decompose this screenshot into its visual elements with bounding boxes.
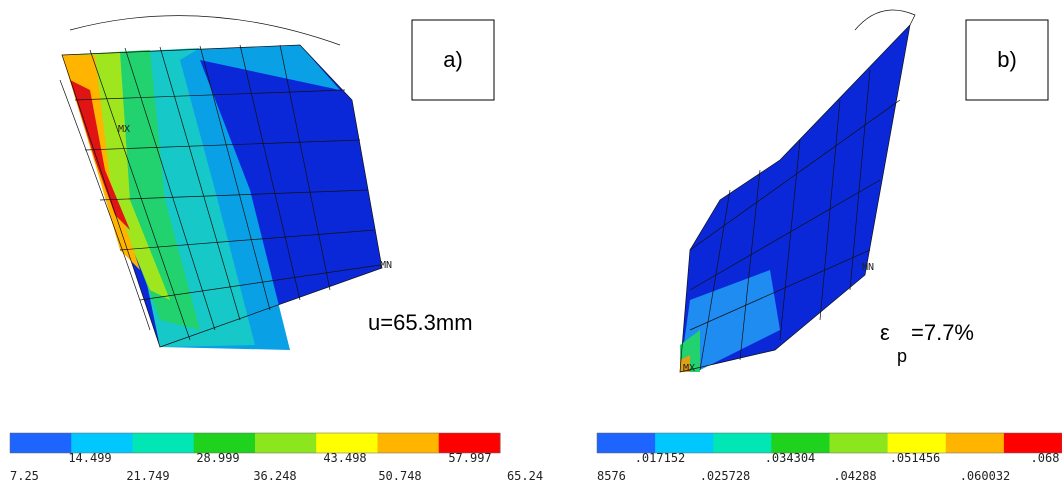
legend-band [255, 433, 317, 453]
legend-label: .068 [1031, 451, 1060, 465]
legend-band [771, 433, 830, 453]
legend-label: .060032 [960, 469, 1011, 483]
annotation-symbol: ε [880, 320, 890, 345]
legend-label: .034304 [765, 451, 816, 465]
legend-band [1003, 433, 1062, 453]
legend-band [438, 433, 501, 453]
min-marker: MN [862, 262, 874, 273]
legend-label: 57.997 [448, 451, 491, 465]
annotation-value: =7.7% [911, 320, 974, 345]
legend-label: 8576 [597, 469, 626, 483]
max-marker: MX [683, 363, 695, 374]
annotation-subscript: p [897, 346, 907, 366]
legend-band [316, 433, 378, 453]
legend-band [193, 433, 256, 453]
legend-band [132, 433, 195, 453]
legend-band [945, 433, 1005, 453]
legend-band [713, 433, 772, 453]
legend-band [377, 433, 440, 453]
legend-band [71, 433, 133, 453]
legend-label: 14.499 [68, 451, 111, 465]
legend-label: 65.24 [507, 469, 543, 483]
legend-label: 7.25 [10, 469, 39, 483]
legend-band [829, 433, 889, 453]
panel-label: b) [997, 47, 1017, 72]
legend-band [655, 433, 714, 453]
legend-label: .051456 [890, 451, 941, 465]
legend-frame [9, 432, 501, 454]
legend-band [10, 433, 72, 453]
annotation: u=65.3mm [368, 310, 473, 335]
panel-a-plot: MX MN [59, 15, 392, 350]
panel-label-box [965, 19, 1049, 101]
legend-label: .025728 [700, 469, 751, 483]
legend-label: 43.498 [323, 451, 366, 465]
max-marker: MX [118, 124, 130, 135]
legend-label: 50.748 [378, 469, 421, 483]
panel-label-box [411, 19, 495, 101]
legend-label: .017152 [635, 451, 686, 465]
legend-label: 21.749 [126, 469, 169, 483]
panel-b-plot: MX MN [679, 9, 916, 374]
panel-label: a) [443, 47, 463, 72]
legend-label: 28.999 [196, 451, 239, 465]
legend-label: 36.248 [253, 469, 296, 483]
legend-label: .04288 [833, 469, 876, 483]
legend-band [597, 433, 656, 453]
legend-band [887, 433, 947, 453]
min-marker: MN [380, 260, 392, 271]
legend-frame [596, 432, 1062, 454]
